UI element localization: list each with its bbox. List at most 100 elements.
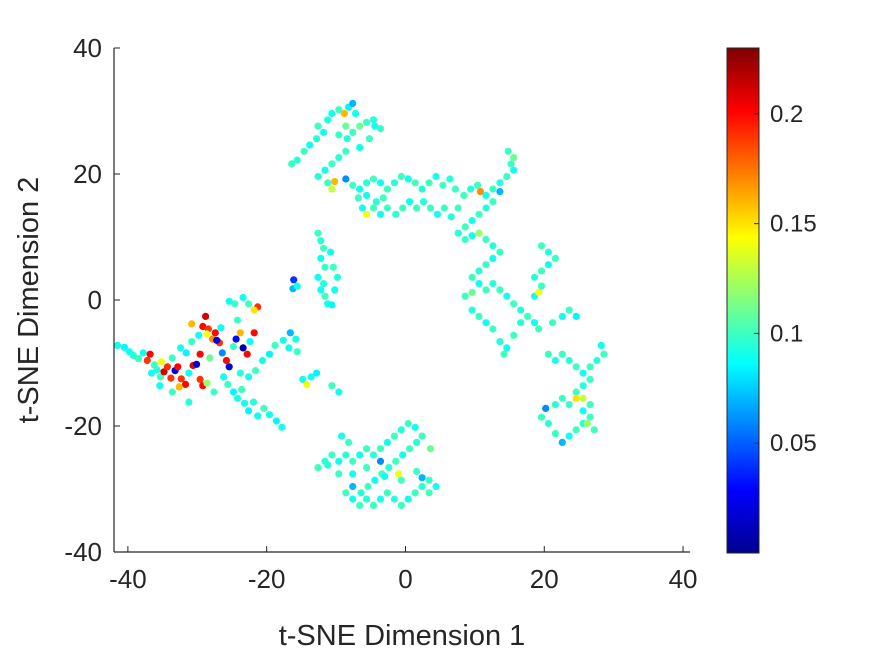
scatter-point — [467, 185, 475, 193]
scatter-point — [572, 312, 580, 320]
scatter-point — [418, 474, 426, 482]
scatter-point — [113, 341, 122, 349]
scatter-point — [489, 280, 497, 288]
scatter-point — [371, 476, 379, 484]
y-tick-label: 20 — [73, 159, 102, 189]
scatter-point — [349, 457, 357, 465]
scatter-point — [504, 147, 512, 155]
scatter-point — [351, 109, 360, 118]
scatter-point — [399, 451, 407, 459]
scatter-point — [482, 286, 490, 294]
scatter-point — [383, 204, 391, 212]
scatter-point — [392, 457, 400, 465]
scatter-point — [475, 312, 483, 320]
scatter-point — [579, 369, 587, 377]
scatter-point — [383, 438, 391, 446]
scatter-point — [188, 320, 196, 328]
scatter-point — [381, 472, 389, 480]
scatter-point — [379, 194, 387, 202]
scatter-point — [246, 338, 254, 346]
scatter-point — [328, 382, 336, 390]
scatter-point — [489, 242, 497, 250]
scatter-point — [489, 254, 497, 262]
scatter-point — [143, 356, 151, 365]
scatter-point — [376, 457, 385, 465]
scatter-point — [167, 374, 175, 382]
scatter-point — [565, 306, 573, 314]
scatter-point — [220, 373, 228, 381]
scatter-point — [222, 356, 230, 365]
scatter-point — [476, 188, 484, 196]
scatter-point — [510, 154, 518, 162]
scatter-point — [496, 179, 504, 187]
scatter-point — [579, 382, 587, 390]
scatter-point — [185, 398, 193, 406]
scatter-point — [218, 349, 226, 357]
scatter-point — [363, 210, 371, 218]
scatter-point — [565, 432, 573, 440]
scatter-point — [320, 244, 328, 252]
scatter-point — [475, 210, 483, 218]
scatter-point — [418, 432, 426, 440]
scatter-point — [369, 116, 378, 124]
scatter-point — [542, 404, 550, 412]
scatter-point — [406, 198, 414, 206]
colorbar-ticks: 0.05 0.1 0.15 0.2 — [754, 101, 817, 457]
scatter-point — [565, 356, 573, 365]
scatter-point — [586, 401, 594, 409]
scatter-point — [300, 147, 308, 155]
scatter-point — [168, 388, 176, 396]
scatter-point — [413, 204, 421, 212]
scatter-point — [340, 109, 348, 118]
x-ticks: -40 -20 0 20 40 — [109, 546, 698, 594]
scatter-point — [195, 331, 203, 339]
scatter-point — [530, 273, 539, 281]
scatter-point — [314, 122, 322, 130]
scatter-point — [510, 300, 518, 308]
scatter-point — [397, 501, 405, 509]
scatter-point — [285, 344, 293, 352]
scatter-point — [451, 185, 459, 193]
y-tick-label: 40 — [73, 33, 102, 63]
scatter-point — [363, 495, 371, 503]
scatter-point — [593, 356, 601, 365]
scatter-point — [586, 375, 594, 383]
scatter-point — [240, 399, 249, 407]
scatter-point — [335, 154, 343, 162]
scatter-point — [236, 329, 244, 337]
scatter-point — [454, 229, 462, 237]
scatter-point — [454, 204, 462, 212]
scatter-point — [245, 373, 253, 381]
scatter-point — [558, 438, 566, 446]
scatter-point — [314, 464, 322, 472]
scatter-point — [217, 324, 225, 332]
scatter-point — [496, 188, 504, 196]
scatter-point — [376, 125, 385, 133]
scatter-point — [292, 335, 300, 343]
scatter-point — [590, 426, 598, 434]
scatter-point — [236, 369, 244, 377]
scatter-point — [460, 191, 468, 199]
scatter-point — [356, 143, 364, 152]
scatter-point — [181, 380, 190, 388]
scatter-point — [390, 432, 398, 440]
scatter-point — [461, 223, 469, 231]
scatter-point — [482, 319, 490, 327]
scatter-point — [203, 330, 211, 338]
scatter-point — [503, 292, 511, 300]
scatter-point — [250, 329, 258, 337]
scatter-point — [503, 344, 511, 352]
y-tick-label: 0 — [88, 285, 102, 315]
scatter-point — [342, 147, 350, 155]
scatter-point — [383, 489, 391, 497]
scatter-point — [404, 175, 412, 183]
scatter-point — [265, 411, 274, 419]
scatter-point — [245, 300, 253, 308]
scatter-point — [333, 273, 342, 281]
scatter-point — [260, 404, 268, 412]
y-tick-label: -40 — [64, 537, 102, 567]
y-tick-label: -20 — [64, 411, 102, 441]
scatter-point — [537, 267, 546, 275]
scatter-point — [425, 489, 433, 497]
scatter-point — [279, 336, 287, 344]
